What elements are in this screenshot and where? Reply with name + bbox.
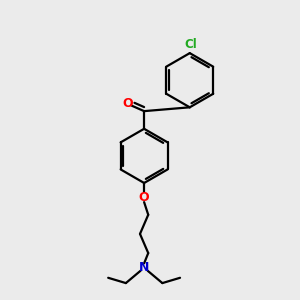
Text: N: N (139, 261, 149, 274)
Text: O: O (139, 190, 149, 204)
Text: O: O (123, 97, 133, 110)
Text: Cl: Cl (185, 38, 198, 51)
